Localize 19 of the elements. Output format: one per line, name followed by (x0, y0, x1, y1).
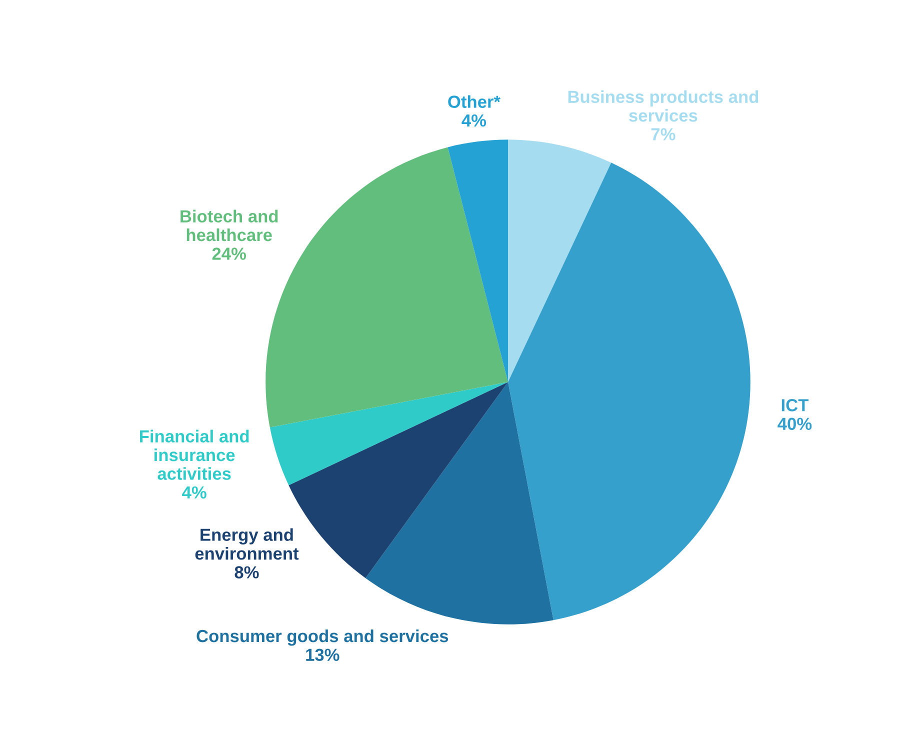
slice-label: Consumer goods and services (196, 629, 448, 646)
data-label: 4% (462, 114, 486, 127)
pie-slice (508, 140, 612, 382)
data-label: 7% (651, 128, 676, 140)
data-label: 24% (212, 248, 246, 260)
slice-label: Biotech and healthcare (180, 210, 278, 242)
slice-label: Other* (448, 95, 500, 108)
data-label: 13% (306, 648, 340, 662)
pie-slice (270, 382, 508, 486)
pie-slice (366, 382, 554, 624)
data-label: 8% (234, 566, 259, 578)
data-label: 40% (778, 418, 812, 430)
slice-label: Financial and insurance activities (140, 430, 249, 480)
data-label: 4% (182, 486, 206, 499)
pie-slice (448, 140, 508, 382)
pie-slice (508, 162, 750, 620)
slice-label: Energy and environment (195, 528, 299, 560)
slice-label: Business products and services (568, 90, 758, 122)
slice-label: ICT (782, 399, 809, 412)
